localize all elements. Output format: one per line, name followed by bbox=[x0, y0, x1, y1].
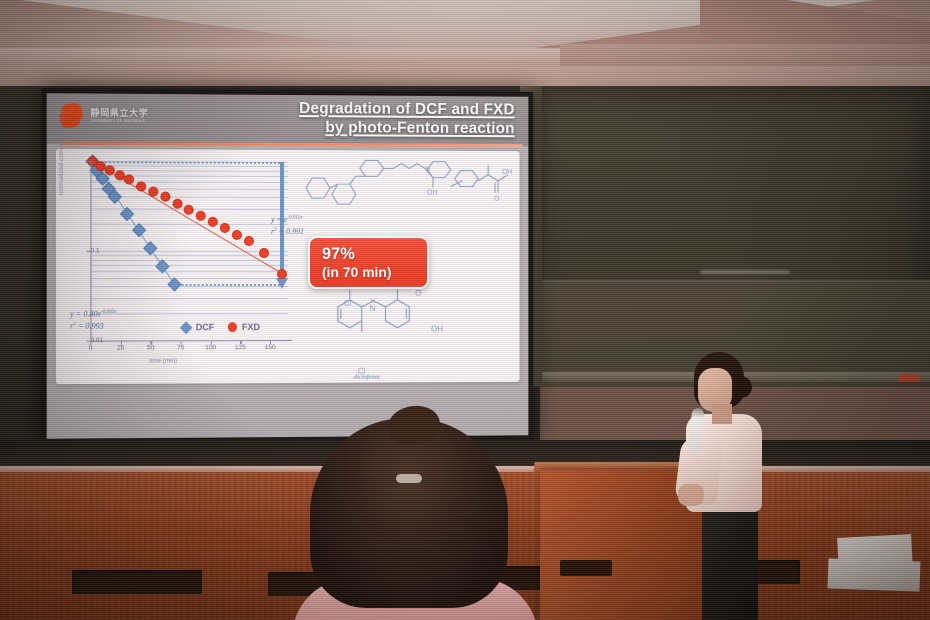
chart-x-tick-label: 50 bbox=[147, 344, 155, 352]
audience-hair bbox=[310, 418, 508, 608]
dcf-cl-top-label: Cl bbox=[344, 299, 352, 308]
chart-y-tick-mark bbox=[86, 161, 91, 163]
university-logo: 静岡県立大学 UNIVERSITY OF SHIZUOKA bbox=[59, 100, 181, 131]
chart-point-fxd bbox=[104, 165, 115, 176]
chart-plot-area bbox=[86, 154, 289, 342]
dcf-o-label: O bbox=[415, 290, 421, 298]
dcf-n-label: N bbox=[370, 304, 376, 313]
chart-gridline bbox=[90, 223, 289, 226]
chart-point-fxd bbox=[277, 269, 288, 280]
legend-marker-fxd bbox=[227, 322, 237, 332]
chart-point-fxd bbox=[172, 198, 183, 209]
chart-point-fxd bbox=[123, 174, 135, 185]
chart-point-fxd bbox=[207, 217, 218, 228]
chart-gridline bbox=[90, 264, 289, 266]
chart-x-tick-mark bbox=[270, 340, 272, 345]
chart-point-fxd bbox=[219, 223, 230, 234]
chart-x-tick-label: 125 bbox=[234, 344, 246, 352]
legend-marker-dcf bbox=[179, 320, 193, 334]
chart-gridline bbox=[90, 270, 289, 272]
presenter-neck bbox=[712, 404, 732, 424]
callout-percentage: 97% bbox=[321, 244, 355, 263]
presenter-hand bbox=[678, 484, 704, 506]
legend-label-dcf: DCF bbox=[195, 322, 215, 333]
chart-x-tick-label: 75 bbox=[177, 344, 185, 352]
chart-gridline bbox=[90, 277, 289, 279]
presenter bbox=[674, 352, 796, 620]
chart-x-tick-label: 0 bbox=[88, 344, 93, 352]
chart-y-axis-label: normalized concentration (–) bbox=[57, 110, 66, 196]
chart-point-fxd bbox=[195, 210, 207, 221]
fexofenadine-structure: N OH OH O bbox=[304, 154, 514, 236]
chart-x-tick-mark bbox=[240, 340, 242, 345]
chart-point-fxd bbox=[183, 204, 195, 215]
fxd-oh2-label: OH bbox=[502, 169, 512, 176]
chart-x-tick-label: 25 bbox=[116, 344, 125, 352]
chart-x-tick-label: 100 bbox=[205, 344, 217, 352]
chart-y-tick-mark bbox=[86, 250, 91, 253]
chart-x-tick-mark bbox=[120, 340, 122, 345]
chart-gridline bbox=[90, 180, 289, 183]
wall-vent bbox=[72, 570, 202, 594]
dcf-cl-bottom-label: Cl bbox=[358, 367, 366, 376]
dcf-oh-label: OH bbox=[431, 325, 443, 334]
podium-panel-slot bbox=[560, 560, 612, 576]
fxd-fit-equation: y = e-0.015x r2 = 0.991 bbox=[270, 214, 304, 236]
chart-removal-arrow bbox=[276, 277, 289, 289]
chart-data-points bbox=[86, 154, 289, 291]
chart-gridline bbox=[90, 255, 289, 257]
presentation-slide: 静岡県立大学 UNIVERSITY OF SHIZUOKA Degradatio… bbox=[46, 93, 529, 439]
slide-content-panel: normalized concentration (–) 10.10.01 0 2… bbox=[55, 110, 520, 385]
slide-title-line1: Degradation of DCF and FXD bbox=[299, 100, 515, 119]
chart-x-tick-mark bbox=[210, 340, 212, 345]
papers-on-desk bbox=[827, 558, 921, 592]
chart-point-fxd bbox=[95, 160, 106, 171]
chart-gridline bbox=[90, 188, 289, 190]
chart-point-fxd bbox=[243, 236, 254, 247]
slide-title-line2: by photo-Fenton reaction bbox=[325, 119, 515, 138]
legend-label-fxd: FXD bbox=[241, 322, 260, 333]
audience-member bbox=[292, 402, 538, 620]
chart-point-fxd bbox=[160, 191, 171, 203]
chalk-smudge bbox=[700, 270, 790, 274]
logo-english-name: UNIVERSITY OF SHIZUOKA bbox=[90, 118, 146, 123]
chart-gridline bbox=[90, 165, 289, 168]
chart-point-fxd bbox=[148, 186, 159, 197]
chart-x-tick-mark bbox=[150, 340, 152, 345]
chart-gridline bbox=[90, 313, 289, 315]
presenter-hair-bun bbox=[730, 376, 752, 398]
chart-x-axis-label: time (min) bbox=[149, 357, 178, 365]
chart-y-ticks: 10.10.01 bbox=[62, 153, 310, 344]
removal-rate-callout: 97% (in 70 min) bbox=[307, 236, 430, 289]
dcf-h-label: H bbox=[371, 299, 375, 305]
chart-gridline bbox=[90, 297, 289, 299]
fxd-oh-label: OH bbox=[427, 189, 437, 196]
chart-gridline bbox=[90, 286, 289, 288]
slide-title: Degradation of DCF and FXD by photo-Fent… bbox=[197, 98, 515, 139]
chart-point-fxd bbox=[259, 247, 270, 258]
chart-guide-line bbox=[174, 283, 285, 286]
callout-duration: (in 70 min) bbox=[321, 263, 392, 280]
chart-legend: DCF FXD bbox=[179, 320, 260, 334]
chart-x-tick-label: 150 bbox=[264, 344, 276, 352]
logo-japanese-name: 静岡県立大学 bbox=[90, 107, 149, 118]
projection-screen: 静岡県立大学 UNIVERSITY OF SHIZUOKA Degradatio… bbox=[41, 88, 534, 444]
diclofenac-caption: diclofenac bbox=[353, 373, 381, 381]
presenter-trousers bbox=[702, 504, 758, 620]
chart-point-fxd bbox=[135, 180, 147, 192]
chart-x-ticks: 0 25 50 75 100 125 150 bbox=[62, 153, 310, 352]
chalk-eraser bbox=[898, 374, 920, 382]
dcf-fit-equation: y = 0.80e-0.045x r2 = 0.993 bbox=[70, 309, 117, 331]
chart-x-tick-mark bbox=[90, 340, 92, 345]
fxd-o-label: O bbox=[494, 196, 500, 203]
chart-point-fxd bbox=[114, 170, 125, 181]
diclofenac-structure: Cl Cl N H O OH bbox=[322, 289, 500, 380]
chart-point-fxd bbox=[231, 229, 242, 240]
chart-x-tick-mark bbox=[180, 340, 182, 345]
degradation-chart: normalized concentration (–) 10.10.01 0 2… bbox=[58, 110, 310, 381]
audience-hair-clip bbox=[396, 474, 422, 483]
fxd-n-label: N bbox=[425, 167, 430, 174]
